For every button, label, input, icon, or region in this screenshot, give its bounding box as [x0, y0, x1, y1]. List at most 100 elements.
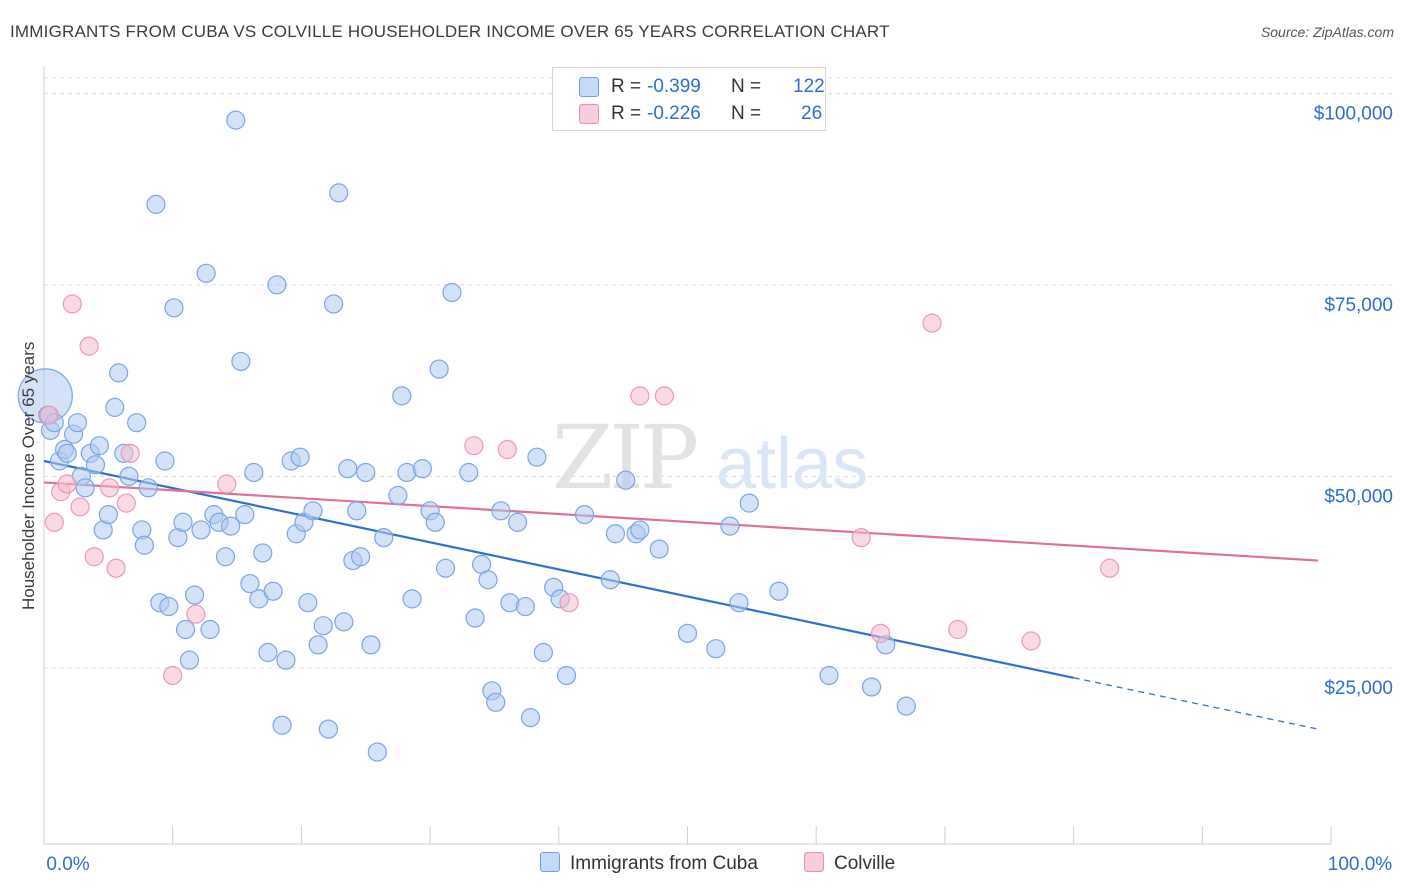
- legend-n-label: N =: [731, 76, 762, 97]
- cuba-point: [308, 635, 328, 655]
- legend-r-value: -0.226: [647, 103, 701, 124]
- bottom-legend-swatch-pink: [804, 852, 824, 872]
- legend-n-value: 122: [793, 76, 825, 97]
- cuba-point: [361, 635, 381, 655]
- cuba-point: [465, 608, 485, 628]
- colville-point: [100, 478, 120, 498]
- cuba-point: [412, 459, 432, 479]
- legend-r-label: R =: [611, 76, 642, 97]
- cuba-point: [429, 359, 449, 379]
- colville-point: [120, 443, 140, 463]
- cuba-point: [235, 505, 255, 525]
- cuba-point: [769, 581, 789, 601]
- colville-point: [44, 512, 64, 532]
- cuba-point: [533, 642, 553, 663]
- colville-point: [497, 439, 517, 460]
- cuba-point: [173, 512, 193, 532]
- colville-point: [217, 474, 237, 494]
- chart-title: IMMIGRANTS FROM CUBA VS COLVILLE HOUSEHO…: [10, 22, 890, 41]
- cuba-point: [303, 501, 323, 521]
- colville-point: [84, 547, 104, 567]
- colville-point: [70, 497, 90, 517]
- cuba-point: [146, 194, 166, 214]
- cuba-point: [527, 447, 547, 467]
- colville-point: [630, 386, 650, 406]
- correlation-legend: R = -0.399 N = 122 R = -0.226 N = 26: [552, 67, 826, 131]
- bottom-legend-cuba: Immigrants from Cuba: [540, 852, 758, 875]
- cuba-point: [267, 275, 287, 295]
- cuba-point: [138, 478, 158, 498]
- cuba-point: [75, 478, 95, 498]
- cuba-point: [298, 593, 318, 613]
- legend-n-label: N =: [731, 103, 762, 124]
- cuba-point: [720, 516, 740, 536]
- cuba-point: [159, 596, 179, 617]
- cuba-point: [649, 539, 669, 559]
- colville-point: [922, 313, 942, 333]
- legend-swatch-pink: [579, 104, 599, 124]
- colville-point: [62, 294, 82, 314]
- colville-point: [948, 619, 968, 640]
- cuba-point: [240, 573, 260, 594]
- cuba-point: [338, 459, 358, 479]
- legend-r-value: -0.399: [647, 76, 701, 97]
- cuba-point: [367, 742, 387, 762]
- watermark-zip: ZIP: [552, 406, 697, 509]
- colville-point: [106, 558, 126, 578]
- cuba-point: [486, 692, 506, 712]
- colville-point: [57, 474, 77, 494]
- trend-lines: [43, 459, 1319, 730]
- cuba-point: [244, 462, 264, 483]
- cuba-point: [98, 505, 118, 525]
- cuba-point: [226, 110, 246, 130]
- cuba-point: [221, 516, 241, 536]
- cuba-point: [706, 639, 726, 659]
- cuba-point: [334, 612, 354, 632]
- cuba-point: [290, 447, 310, 467]
- cuba-point: [89, 436, 109, 456]
- cuba-point: [861, 677, 882, 697]
- cuba-point: [677, 623, 698, 643]
- cuba-point: [184, 585, 205, 605]
- cuba-point: [515, 596, 535, 617]
- cuba-point: [605, 524, 626, 544]
- cuba-point: [556, 665, 577, 686]
- cuba-point: [819, 665, 839, 686]
- cuba-point: [425, 512, 445, 532]
- colville-point: [116, 493, 136, 513]
- cuba-point: [388, 485, 408, 506]
- cuba-trend-extension: [1073, 677, 1319, 730]
- cuba-point: [600, 570, 620, 590]
- cuba-point: [313, 616, 333, 636]
- cuba-point: [175, 619, 196, 640]
- cuba-point: [402, 589, 422, 609]
- legend-swatch-blue: [579, 77, 599, 97]
- cuba-point: [179, 650, 200, 670]
- cuba-point: [323, 294, 344, 314]
- colville-point: [79, 336, 99, 356]
- colville-point: [163, 665, 183, 686]
- cuba-point: [491, 501, 511, 521]
- cuba-point: [392, 386, 412, 406]
- y-tick-label: $25,000: [1324, 678, 1393, 699]
- legend-r-label: R =: [611, 103, 642, 124]
- cuba-point: [347, 501, 367, 521]
- colville-point: [39, 405, 59, 425]
- bottom-legend-swatch-blue: [540, 852, 560, 872]
- y-tick-label: $75,000: [1324, 295, 1393, 316]
- cuba-point: [374, 527, 394, 548]
- cuba-point: [351, 547, 371, 567]
- cuba-point: [739, 493, 759, 513]
- cuba-point: [896, 696, 916, 716]
- cuba-point: [258, 642, 278, 663]
- cuba-point: [442, 282, 462, 303]
- cuba-point: [272, 715, 292, 735]
- bottom-legend-label: Colville: [834, 853, 896, 874]
- y-axis-label: Householder Income Over 65 years: [19, 341, 38, 610]
- y-tick-label: $100,000: [1314, 103, 1393, 124]
- cuba-point: [215, 547, 236, 567]
- y-tick-label: $50,000: [1324, 486, 1393, 507]
- tick-labels: $25,000 $50,000 $75,000 $100,000 0.0% 100.0%: [46, 103, 1393, 875]
- colville-point: [1021, 631, 1041, 651]
